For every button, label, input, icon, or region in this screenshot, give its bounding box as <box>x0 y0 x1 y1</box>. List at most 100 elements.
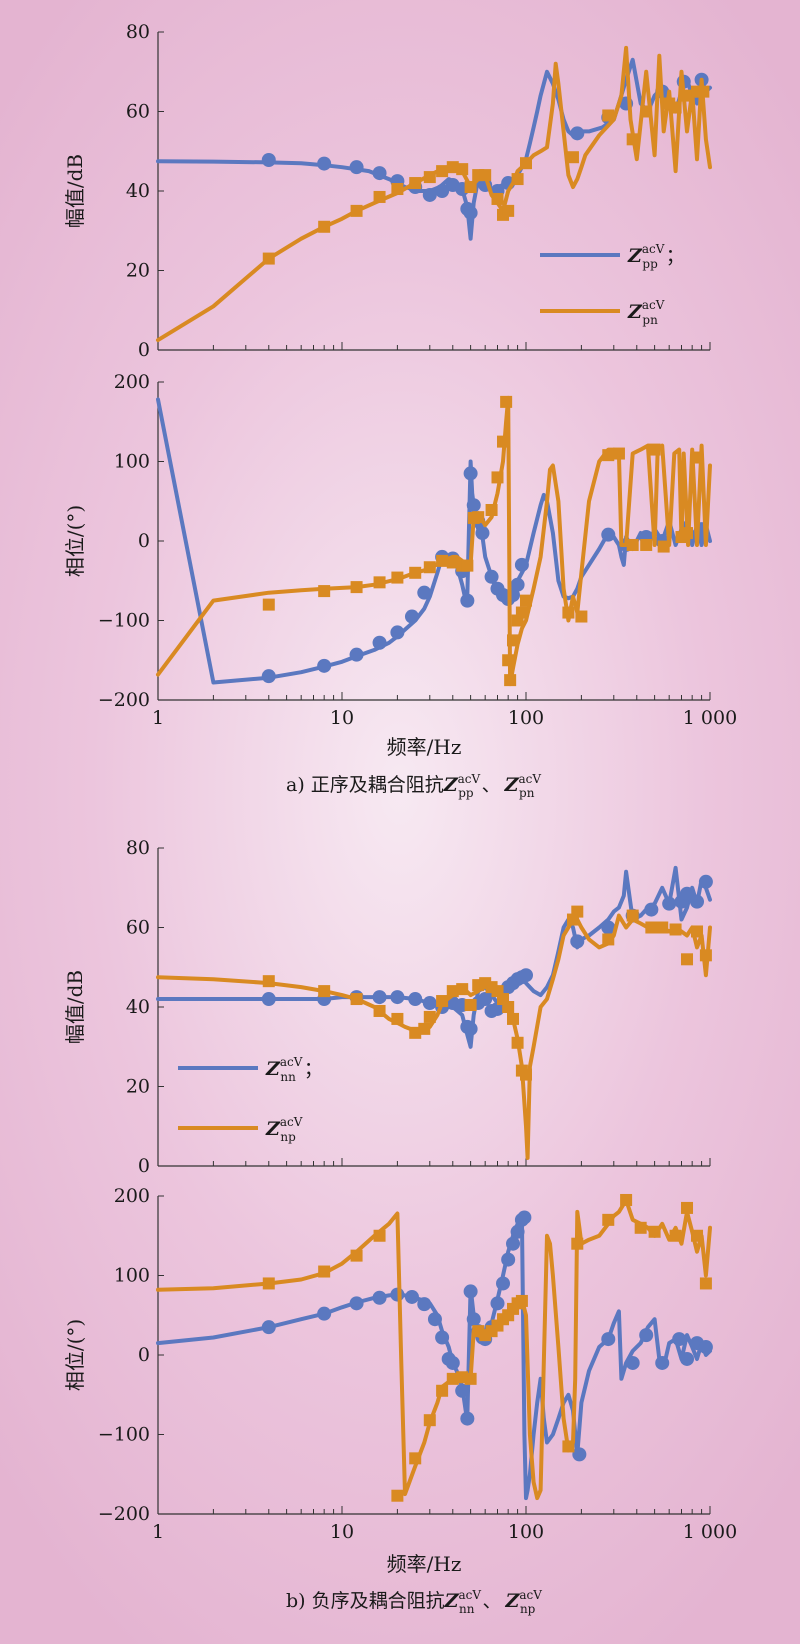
data-point-orange <box>681 1201 694 1214</box>
y-tick-label: 40 <box>126 180 150 202</box>
data-point-blue <box>408 992 423 1007</box>
caption-b-z2: Z <box>505 1590 521 1612</box>
y-axis-label: 相位/(°) <box>63 505 87 577</box>
data-point-blue <box>372 635 387 650</box>
data-point-orange <box>507 634 520 647</box>
data-point-blue <box>261 992 276 1007</box>
data-point-orange <box>502 654 515 667</box>
data-point-blue <box>460 1411 475 1426</box>
data-point-orange <box>391 183 404 196</box>
data-point-blue <box>478 992 493 1007</box>
data-point-blue <box>261 152 276 167</box>
data-point-orange <box>699 1277 712 1290</box>
data-point-blue <box>510 1224 525 1239</box>
data-point-orange <box>626 538 639 551</box>
data-point-blue <box>506 1236 521 1251</box>
data-point-orange <box>571 1237 584 1250</box>
x-tick-label: 1 000 <box>683 707 737 729</box>
data-point-blue <box>445 1355 460 1370</box>
y-tick-label: −200 <box>98 1503 150 1525</box>
data-point-orange <box>620 1193 633 1206</box>
chart-panel-4: −200 −100 0 100 200 1 10 100 1 000 相位/(°) <box>63 1185 737 1543</box>
data-point-orange <box>562 1440 575 1453</box>
data-point-blue <box>417 585 432 600</box>
y-tick-label: 60 <box>126 101 150 123</box>
data-point-orange <box>626 909 639 922</box>
legend-superscript: acV <box>642 242 665 256</box>
data-point-blue <box>680 886 695 901</box>
legend-symbol: Z <box>265 1118 281 1140</box>
data-point-blue <box>390 990 405 1005</box>
data-point-blue <box>672 1332 687 1347</box>
data-point-blue <box>570 934 585 949</box>
data-point-orange <box>391 571 404 584</box>
chart-panel-2: −200 −100 0 100 200 1 10 100 1 000 相位/(°) <box>63 371 737 729</box>
data-point-blue <box>349 160 364 175</box>
y-tick-label: 60 <box>126 917 150 939</box>
data-point-blue <box>261 669 276 684</box>
data-point-orange <box>640 105 653 118</box>
data-point-blue <box>662 896 677 911</box>
data-point-orange <box>504 674 517 687</box>
data-point-blue <box>510 577 525 592</box>
data-point-blue <box>570 126 585 141</box>
data-point-blue <box>404 1289 419 1304</box>
data-point-blue <box>463 1021 478 1036</box>
data-point-blue <box>349 647 364 662</box>
data-point-orange <box>373 1004 386 1017</box>
legend-suffix: ； <box>666 245 685 267</box>
data-point-blue <box>490 1296 505 1311</box>
data-point-orange <box>507 1012 520 1025</box>
data-point-orange <box>423 171 436 184</box>
data-point-blue <box>372 166 387 181</box>
data-point-blue <box>417 1297 432 1312</box>
data-point-orange <box>697 85 710 98</box>
legend-entry-pn: ZacV pn <box>627 298 665 327</box>
caption-a-z2-sup: acV <box>518 772 541 786</box>
caption-a: a) 正序及耦合阻抗ZacV pp、 ZacV pn <box>286 772 541 800</box>
data-point-blue <box>698 1340 713 1355</box>
data-point-orange <box>456 983 469 996</box>
series-line-blue <box>156 1213 712 1501</box>
data-point-blue <box>490 1001 505 1016</box>
y-tick-label: 20 <box>126 1076 150 1098</box>
data-point-orange <box>446 556 459 569</box>
caption-a-sep: 、 <box>482 774 501 796</box>
data-point-orange <box>656 921 669 934</box>
data-point-orange <box>602 109 615 122</box>
data-point-blue <box>644 902 659 917</box>
data-point-orange <box>500 395 513 408</box>
data-point-orange <box>423 561 436 574</box>
data-point-orange <box>262 598 275 611</box>
caption-b-z2-sub: np <box>520 1602 536 1616</box>
data-point-orange <box>502 204 515 217</box>
data-point-orange <box>391 1012 404 1025</box>
data-point-orange <box>262 252 275 265</box>
y-tick-label: 0 <box>138 1155 150 1177</box>
data-point-blue <box>349 1296 364 1311</box>
caption-a-z2-sub: pn <box>519 786 535 800</box>
legend-subscript: pp <box>642 257 658 271</box>
data-point-blue <box>390 625 405 640</box>
data-point-blue <box>372 990 387 1005</box>
data-point-orange <box>497 435 510 448</box>
data-point-orange <box>648 443 661 456</box>
data-point-orange <box>373 190 386 203</box>
data-point-orange <box>461 559 474 572</box>
data-point-orange <box>318 985 331 998</box>
data-point-orange <box>485 503 498 516</box>
data-point-orange <box>318 585 331 598</box>
x-tick-label: 1 <box>152 707 164 729</box>
data-point-orange <box>436 165 449 178</box>
data-point-orange <box>436 1384 449 1397</box>
data-point-blue <box>422 187 437 202</box>
data-point-blue <box>639 1328 654 1343</box>
data-point-orange <box>648 1225 661 1238</box>
caption-a-z1-sup: acV <box>458 772 481 786</box>
data-point-orange <box>479 169 492 182</box>
data-point-blue <box>496 1276 511 1291</box>
data-point-blue <box>317 156 332 171</box>
data-point-blue <box>435 184 450 198</box>
